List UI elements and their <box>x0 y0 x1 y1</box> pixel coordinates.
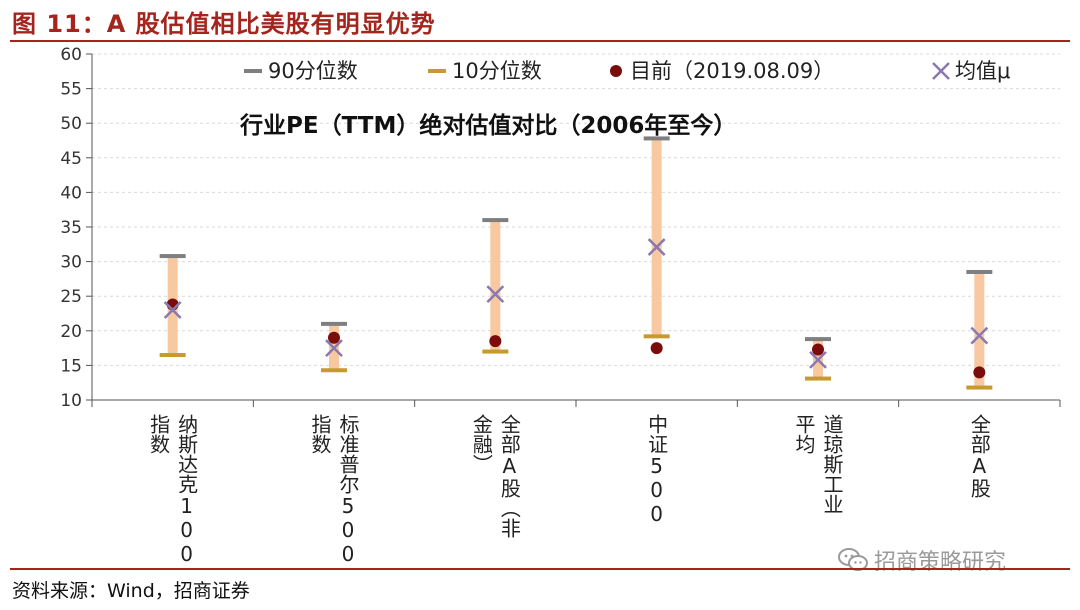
range-bar <box>490 220 501 352</box>
y-tick-label: 20 <box>60 322 82 342</box>
category-label: 纳斯达克100 <box>175 414 199 565</box>
category-label: 道琼斯工业 <box>820 414 844 514</box>
chart-subtitle: 行业PE（TTM）绝对估值对比（2006年至今） <box>239 112 736 139</box>
y-tick-label: 45 <box>60 149 82 169</box>
source-note: 资料来源：Wind，招商证券 <box>12 580 250 602</box>
category-label: 金融） <box>469 414 493 474</box>
category-label: 指数 <box>147 414 171 454</box>
mean-marker <box>647 238 666 256</box>
p10-marker <box>966 385 993 390</box>
y-tick-label: 10 <box>60 391 82 411</box>
p10-marker <box>482 349 509 354</box>
y-tick-label: 15 <box>60 356 82 376</box>
legend-swatch <box>610 65 622 77</box>
category-label: 指数 <box>308 414 332 454</box>
mean-marker <box>970 326 989 345</box>
legend-label: 10分位数 <box>452 59 542 83</box>
p90-marker <box>966 269 993 274</box>
wechat-icon <box>838 548 868 571</box>
legend-swatch <box>244 69 262 73</box>
y-tick-label: 40 <box>60 183 82 203</box>
p10-marker <box>643 334 670 339</box>
legend-label: 均值μ <box>955 59 1010 83</box>
p10-marker <box>805 376 831 381</box>
legend-swatch <box>932 62 950 80</box>
p10-marker <box>159 353 186 358</box>
legend-label: 90分位数 <box>268 59 358 83</box>
category-label: 平均 <box>792 414 816 454</box>
current-point <box>328 331 340 344</box>
legend-label: 目前（2019.08.09） <box>630 59 834 83</box>
title-rule <box>10 40 1070 42</box>
range-bar <box>651 138 662 337</box>
y-tick-label: 25 <box>60 287 82 307</box>
p10-marker <box>321 368 347 373</box>
category-label: 全部A股（非 <box>497 414 521 538</box>
mean-marker <box>486 285 505 304</box>
y-tick-label: 50 <box>60 114 82 134</box>
y-tick-label: 30 <box>60 253 82 273</box>
p90-marker <box>482 218 509 223</box>
mean-marker <box>325 339 343 357</box>
y-tick-label: 60 <box>60 45 82 65</box>
category-label: 中证500 <box>645 414 669 526</box>
source-rule <box>10 568 1070 570</box>
category-label: 标准普尔500 <box>336 414 360 565</box>
p90-marker <box>159 254 186 259</box>
p90-marker <box>643 136 670 141</box>
watermark: 招商策略研究 <box>838 544 1006 576</box>
p90-marker <box>321 321 347 326</box>
p90-marker <box>805 337 831 342</box>
category-label: 全部A股 <box>967 414 991 498</box>
figure-title: 图 11：A 股估值相比美股有明显优势 <box>12 10 436 38</box>
y-tick-label: 35 <box>60 218 82 238</box>
mean-marker <box>809 350 827 369</box>
current-point <box>812 343 824 356</box>
current-point <box>489 335 502 348</box>
watermark-text: 招商策略研究 <box>874 550 1007 575</box>
current-point <box>973 366 986 379</box>
legend-swatch <box>428 69 446 73</box>
current-point <box>650 342 663 355</box>
range-bar <box>974 271 985 388</box>
mean-marker <box>163 301 182 319</box>
y-tick-label: 55 <box>60 80 82 100</box>
